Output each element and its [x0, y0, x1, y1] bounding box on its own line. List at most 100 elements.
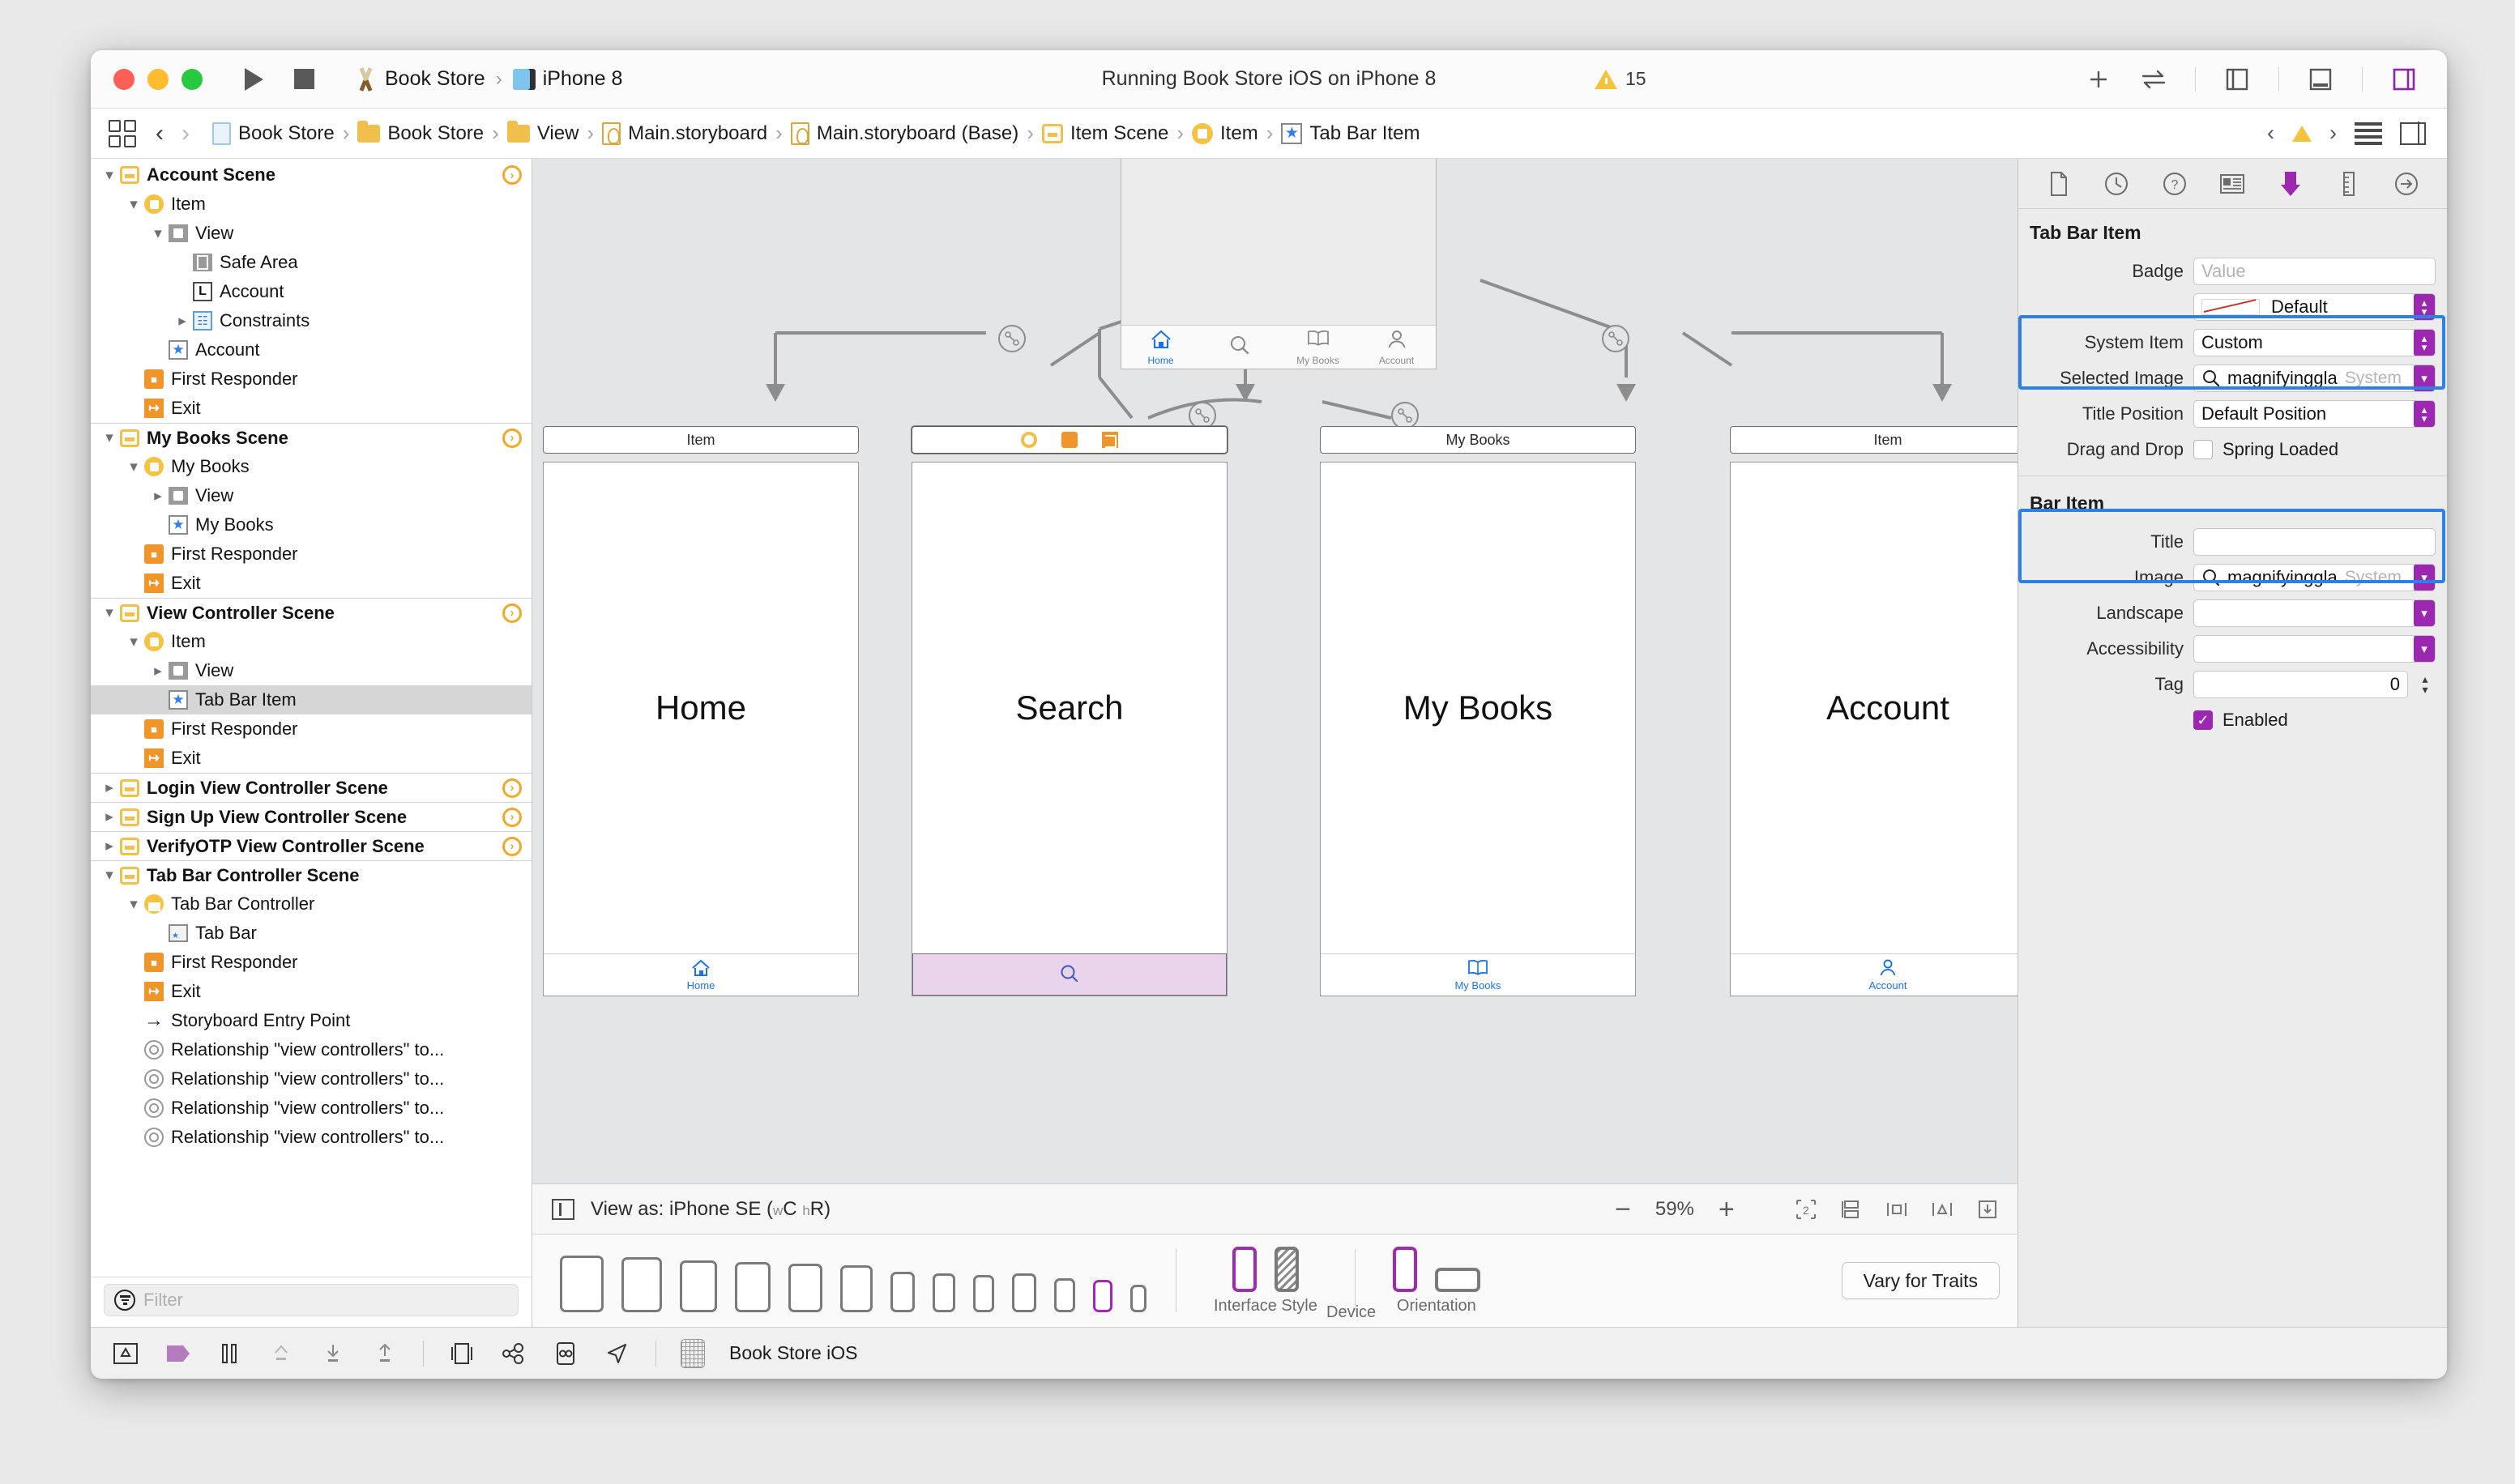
disclosure-triangle[interactable]: ▾	[130, 895, 138, 913]
outline-row-4[interactable]: L Account	[91, 277, 532, 306]
disclosure-triangle[interactable]: ▾	[130, 633, 138, 650]
outline-row-21[interactable]: ▸ Login View Controller Scene ›	[91, 773, 532, 802]
spring-loaded-checkbox-row[interactable]: Spring Loaded	[2193, 439, 2338, 460]
memory-graph-icon[interactable]	[500, 1340, 527, 1367]
outline-row-20[interactable]: ↦ Exit	[91, 744, 532, 773]
disclosure-triangle[interactable]: ▸	[178, 312, 186, 330]
disclosure-triangle[interactable]: ▸	[154, 662, 162, 680]
identity-inspector-icon[interactable]	[2218, 169, 2247, 198]
file-inspector-icon[interactable]	[2044, 169, 2073, 198]
close-button[interactable]	[113, 68, 135, 90]
breadcrumb-item-4[interactable]: Main.storyboard (Base)	[790, 122, 1018, 145]
checkbox[interactable]	[2193, 440, 2213, 459]
step-over-icon[interactable]	[267, 1340, 295, 1367]
scene-home[interactable]: Item Home Home	[543, 426, 859, 996]
size-inspector-icon[interactable]	[2334, 169, 2363, 198]
view-as-icon[interactable]	[552, 1198, 574, 1220]
disclosure-triangle[interactable]: ▾	[105, 429, 113, 446]
exit-dock-icon[interactable]	[1102, 432, 1118, 448]
disclosure-triangle[interactable]: ▸	[105, 808, 113, 825]
tag-input[interactable]: 0	[2193, 671, 2408, 698]
navigate-icon[interactable]	[604, 1340, 631, 1367]
device-option-12[interactable]	[1130, 1285, 1146, 1312]
outline-row-30[interactable]: Relationship "view controllers" to...	[91, 1035, 532, 1064]
tab-search[interactable]	[1059, 963, 1080, 986]
breadcrumb-item-7[interactable]: ★ Tab Bar Item	[1281, 122, 1420, 145]
first-responder-dock-icon[interactable]	[1061, 432, 1078, 448]
outline-row-25[interactable]: ▾ Tab Bar Controller	[91, 889, 532, 919]
device-option-8[interactable]	[973, 1275, 994, 1312]
interface-style-dark-icon[interactable]	[1274, 1246, 1299, 1292]
disclosure-triangle[interactable]: ▾	[105, 604, 113, 621]
outline-row-32[interactable]: Relationship "view controllers" to...	[91, 1094, 532, 1123]
preview-tab-bar[interactable]: Home My Books Account	[1121, 325, 1436, 369]
filter-field[interactable]: Filter	[104, 1284, 519, 1316]
assistant-editor-icon[interactable]	[2400, 122, 2426, 145]
step-into-icon[interactable]	[319, 1340, 347, 1367]
continue-icon[interactable]	[164, 1340, 191, 1367]
outline-row-18[interactable]: ★ Tab Bar Item	[91, 685, 532, 714]
outline-row-27[interactable]: ■ First Responder	[91, 948, 532, 977]
view-controller-dock-icon[interactable]	[1021, 432, 1037, 448]
tab-my-books[interactable]: My Books	[1454, 958, 1501, 991]
scene-dock-home[interactable]: Item	[543, 426, 859, 454]
disclosure-triangle[interactable]: ▾	[154, 224, 162, 242]
segue-badge-2[interactable]	[1602, 325, 1629, 352]
editor-options-icon[interactable]	[109, 119, 136, 147]
outline-row-14[interactable]: ↦ Exit	[91, 569, 532, 598]
breadcrumb-item-5[interactable]: Item Scene	[1041, 122, 1168, 145]
outline-row-26[interactable]: Tab Bar	[91, 919, 532, 948]
forward-button[interactable]: ›	[181, 119, 190, 147]
device-option-4[interactable]	[788, 1264, 822, 1312]
accessibility-combo[interactable]: ▾	[2193, 635, 2436, 663]
device-option-11[interactable]	[1093, 1280, 1112, 1312]
mybooks-tab-bar[interactable]: My Books	[1321, 953, 1635, 996]
outline-row-2[interactable]: ▾ View	[91, 219, 532, 248]
connections-inspector-icon[interactable]	[2392, 169, 2421, 198]
outline-row-6[interactable]: ★ Account	[91, 335, 532, 365]
scene-search[interactable]: Search	[912, 426, 1228, 996]
interface-style-light-icon[interactable]	[1232, 1246, 1257, 1292]
outline-row-23[interactable]: ▸ VerifyOTP View Controller Scene ›	[91, 831, 532, 860]
disclosure-triangle[interactable]: ▸	[154, 487, 162, 505]
system-item-combo[interactable]: Custom ▴ ▾	[2193, 329, 2436, 356]
preview-tab-0[interactable]: Home	[1121, 329, 1200, 366]
chevron-updown-icon[interactable]: ▴ ▾	[2414, 401, 2435, 427]
preview-tab-3[interactable]: Account	[1357, 329, 1436, 366]
badge-input[interactable]: Value	[2193, 258, 2436, 285]
quick-help-icon[interactable]: ?	[2160, 169, 2189, 198]
scene-account[interactable]: Item Account Account	[1730, 426, 2018, 996]
chevron-down-icon[interactable]: ▾	[2413, 365, 2435, 391]
outline-row-24[interactable]: ▾ Tab Bar Controller Scene	[91, 860, 532, 889]
segue-badge-3[interactable]	[1189, 402, 1216, 429]
orientation-portrait-icon[interactable]	[1392, 1246, 1417, 1292]
outline-row-31[interactable]: Relationship "view controllers" to...	[91, 1064, 532, 1094]
tab-home[interactable]: Home	[687, 958, 715, 991]
chevron-updown-icon[interactable]: ▴ ▾	[2414, 330, 2435, 356]
outline-row-11[interactable]: ▸ View	[91, 481, 532, 510]
landscape-combo[interactable]: ▾	[2193, 599, 2436, 627]
device-option-1[interactable]	[621, 1257, 662, 1312]
pause-icon[interactable]	[216, 1340, 243, 1367]
preview-tab-2[interactable]: My Books	[1279, 329, 1357, 366]
document-outline-toggle-icon[interactable]	[2355, 122, 2382, 145]
chevron-down-icon[interactable]: ▾	[2413, 565, 2435, 591]
scheme-selector[interactable]: Book Store › iPhone 8	[353, 67, 622, 92]
add-editor-icon[interactable]	[2085, 66, 2112, 93]
issue-warning-icon[interactable]	[2292, 125, 2312, 142]
outline-row-5[interactable]: ▸ ☷ Constraints	[91, 306, 532, 335]
option-combo[interactable]: Default ▴ ▾	[2193, 293, 2436, 321]
outline-row-9[interactable]: ▾ My Books Scene ›	[91, 423, 532, 452]
outline-row-1[interactable]: ▾ Item	[91, 190, 532, 219]
preview-tab-1[interactable]	[1200, 334, 1279, 361]
next-issue-button[interactable]: ›	[2329, 121, 2337, 145]
outline-row-19[interactable]: ■ First Responder	[91, 714, 532, 744]
scene-arrow-button[interactable]: ›	[502, 428, 522, 448]
image-field[interactable]: magnifyinggla System ▾	[2193, 564, 2436, 591]
align-icon[interactable]	[1885, 1197, 1909, 1222]
breadcrumb-item-6[interactable]: Item	[1192, 122, 1258, 145]
outline-row-12[interactable]: ★ My Books	[91, 510, 532, 539]
disclosure-triangle[interactable]: ▸	[105, 838, 113, 855]
scene-dock-account[interactable]: Item	[1730, 426, 2018, 454]
scene-arrow-button[interactable]: ›	[502, 778, 522, 798]
